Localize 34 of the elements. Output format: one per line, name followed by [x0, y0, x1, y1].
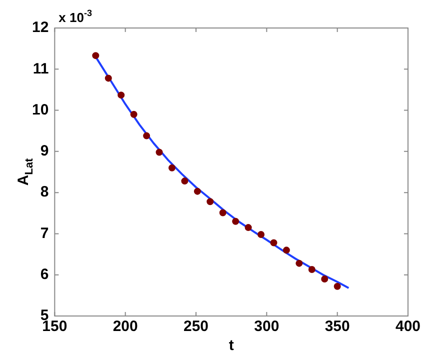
y-tick-label: 6	[40, 266, 49, 283]
point	[321, 275, 328, 282]
x-tick-label: 350	[324, 318, 350, 336]
point	[118, 92, 125, 99]
y-tick-label: 8	[40, 184, 49, 201]
point	[334, 282, 341, 290]
point	[206, 198, 214, 206]
point	[296, 260, 303, 267]
point	[244, 224, 252, 232]
point	[143, 132, 150, 140]
x-tick-label: 250	[183, 318, 209, 336]
point	[168, 164, 176, 172]
point	[258, 231, 265, 238]
point	[104, 74, 112, 82]
y-axis-title: ALat	[15, 158, 36, 186]
y-tick-label: 9	[40, 142, 49, 160]
point	[194, 188, 201, 195]
point	[270, 239, 278, 246]
y-tick-label: 7	[40, 224, 49, 242]
y-tick-label: 10	[32, 101, 49, 118]
y-tick-label: 11	[32, 60, 49, 78]
x-tick-label: 200	[112, 318, 138, 336]
point	[308, 266, 316, 274]
point	[219, 209, 226, 216]
x-tick-label: 300	[254, 318, 280, 336]
point	[181, 178, 188, 185]
point	[232, 218, 240, 225]
point	[156, 148, 163, 156]
x-tick-label: 400	[395, 318, 421, 336]
point	[130, 110, 138, 118]
point	[92, 52, 100, 60]
x-axis-title: t	[228, 337, 234, 354]
y-tick-label: 12	[32, 19, 49, 36]
point	[282, 246, 290, 254]
